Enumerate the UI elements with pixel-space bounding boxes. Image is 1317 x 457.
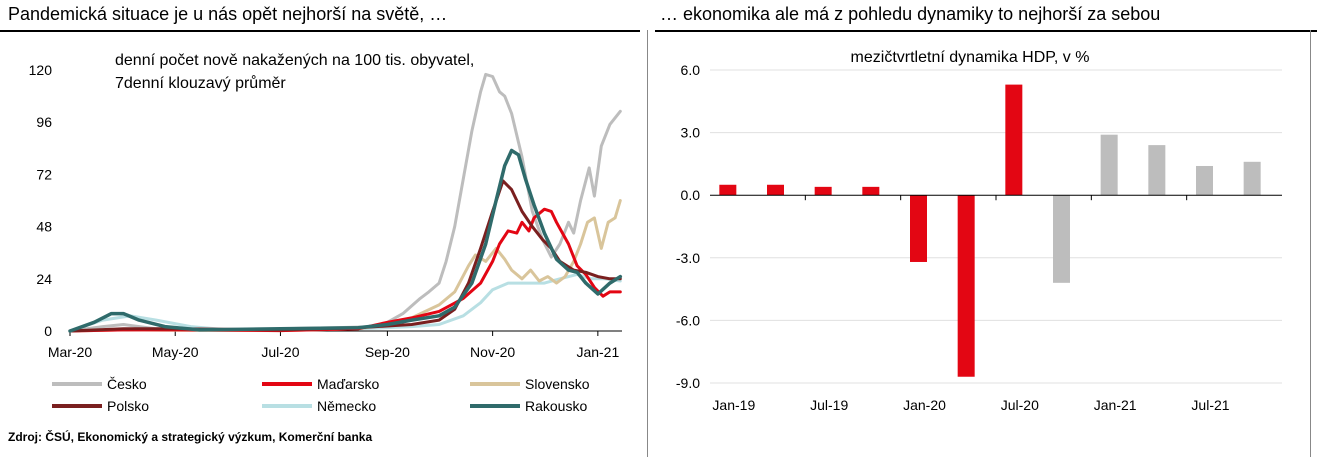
panel-separator	[647, 30, 648, 457]
right-border	[1310, 30, 1311, 457]
series-line	[68, 179, 622, 333]
legend-label: Německo	[317, 398, 376, 414]
series-line	[68, 72, 622, 333]
y-tick-label: -9.0	[676, 375, 700, 391]
x-tick-label: Jul-20	[261, 344, 299, 360]
y-tick-label: 72	[36, 166, 52, 182]
y-tick-label: 6.0	[681, 62, 701, 78]
y-tick-label: 0	[44, 323, 52, 339]
left-panel-title: Pandemická situace je u nás opět nejhorš…	[8, 4, 448, 24]
y-tick-label: 0.0	[681, 187, 701, 203]
legend-label: Maďarsko	[317, 376, 380, 392]
y-tick-label: 3.0	[681, 125, 701, 141]
bar	[719, 184, 737, 196]
x-tick-label: May-20	[152, 344, 199, 360]
right-panel-title: … ekonomika ale má z pohledu dynamiky to…	[660, 4, 1161, 24]
y-tick-label: 24	[36, 271, 52, 287]
x-tick-label: Jul-20	[1001, 397, 1039, 413]
bar	[1100, 134, 1118, 196]
x-tick-label: Jan-21	[576, 344, 619, 360]
bar	[767, 184, 784, 196]
x-tick-label: Jan-21	[1094, 397, 1137, 413]
bar	[1148, 145, 1166, 196]
legend-label: Rakousko	[525, 398, 587, 414]
x-tick-label: Mar-20	[48, 344, 93, 360]
y-tick-label: 96	[36, 114, 52, 130]
chart-annotation-line1: denní počet nově nakažených na 100 tis. …	[115, 52, 474, 69]
legend-label: Česko	[107, 376, 147, 392]
bar	[814, 186, 832, 196]
y-tick-label: 120	[29, 62, 53, 78]
series-line	[68, 148, 623, 333]
y-tick-label: -3.0	[676, 250, 700, 266]
x-tick-label: Jul-19	[810, 397, 848, 413]
covid-cases-chart: denní počet nově nakažených na 100 tis. …	[29, 52, 623, 414]
chart-title: mezičtvrtletní dynamika HDP, v %	[851, 49, 1090, 66]
x-tick-label: Jan-19	[712, 397, 755, 413]
bar	[910, 195, 927, 262]
left-title-rule	[0, 30, 640, 32]
legend-label: Slovensko	[525, 376, 590, 392]
x-tick-label: Sep-20	[365, 344, 410, 360]
bar	[1243, 161, 1261, 196]
bar	[862, 186, 880, 196]
bar	[1005, 84, 1023, 196]
source-note: Zdroj: ČSÚ, Ekonomický a strategický výz…	[8, 430, 373, 444]
chart-annotation-line2: 7denní klouzavý průměr	[115, 74, 286, 92]
y-tick-label: -6.0	[676, 312, 700, 328]
y-tick-label: 48	[36, 219, 52, 235]
x-tick-label: Nov-20	[470, 344, 515, 360]
series-line	[68, 272, 622, 333]
legend-label: Polsko	[107, 398, 149, 414]
bar	[1196, 165, 1213, 196]
bar	[1053, 195, 1070, 283]
x-tick-label: Jul-21	[1191, 397, 1229, 413]
bar	[957, 195, 975, 377]
x-tick-label: Jan-20	[903, 397, 946, 413]
gdp-growth-chart: mezičtvrtletní dynamika HDP, v % 6.0 3.0 0…	[676, 49, 1282, 413]
right-title-rule	[655, 30, 1317, 32]
